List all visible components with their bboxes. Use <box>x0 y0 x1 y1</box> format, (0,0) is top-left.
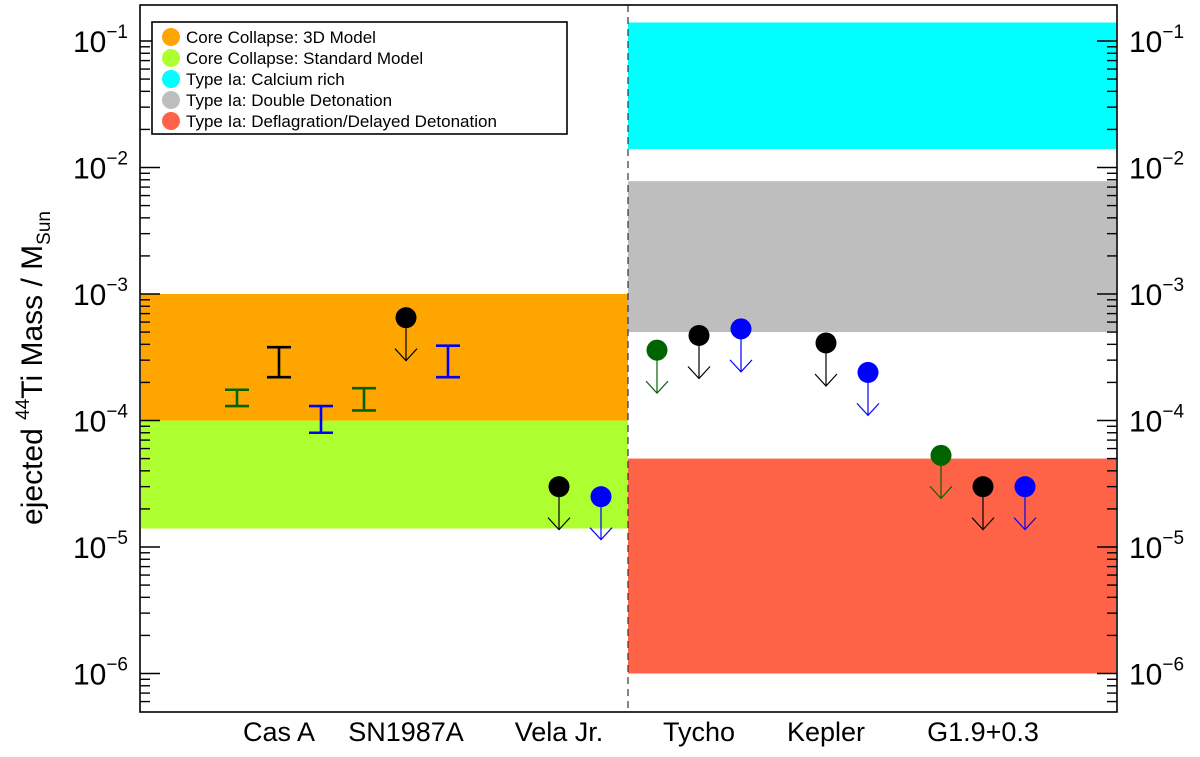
legend-item-type-ia-calcium-rich: Type Ia: Calcium rich <box>162 70 345 89</box>
limit-arrow-head <box>1013 517 1037 531</box>
limit-point <box>930 444 952 466</box>
legend-label: Type Ia: Calcium rich <box>186 70 345 89</box>
legend-swatch <box>162 28 180 46</box>
limit-point <box>815 332 837 354</box>
x-category-label: Tycho <box>663 717 735 747</box>
mark-vela-jr-2-upper-limit <box>547 476 571 531</box>
y-tick-label-right: 10−5 <box>1129 528 1184 565</box>
limit-arrow-head <box>929 485 953 500</box>
x-category-label: SN1987A <box>348 717 464 747</box>
mark-tycho-2-upper-limit <box>687 324 711 380</box>
y-tick-label-right: 10−4 <box>1129 402 1184 439</box>
mark-cas-a-3-error-bar <box>309 404 333 435</box>
y-tick-label-left: 10−5 <box>73 528 128 565</box>
mark-cas-a-2-error-bar <box>267 345 291 379</box>
band-core-collapse-standard-model <box>141 420 628 529</box>
y-tick-label-right: 10−3 <box>1129 275 1184 312</box>
mark-sn1987a-1-error-bar <box>352 386 376 412</box>
band-core-collapse-3d-model <box>141 294 628 421</box>
limit-arrow-head <box>547 517 571 531</box>
limit-point <box>730 318 752 340</box>
mark-kepler-3-upper-limit <box>856 361 880 417</box>
ticks-layer <box>140 40 1117 703</box>
limit-arrow-head <box>856 402 880 417</box>
y-tick-label-left: 10−1 <box>73 22 128 59</box>
y-axis-label: ejected 44Ti Mass / MSun <box>13 211 55 525</box>
legend-label: Type Ia: Double Detonation <box>186 91 392 110</box>
mark-kepler-2-upper-limit <box>814 332 838 387</box>
band-type-ia-calcium-rich <box>628 22 1116 150</box>
y-tick-label-right: 10−2 <box>1129 149 1184 186</box>
limit-arrow-head <box>589 527 613 541</box>
limit-arrow-head <box>814 373 838 387</box>
limit-point <box>972 476 994 498</box>
limit-point <box>395 307 417 329</box>
x-category-label: Vela Jr. <box>515 717 604 747</box>
y-tick-label-left: 10−4 <box>73 402 128 439</box>
y-tick-label-left: 10−3 <box>73 275 128 312</box>
legend-label: Core Collapse: 3D Model <box>186 28 376 47</box>
legend-label: Core Collapse: Standard Model <box>186 49 423 68</box>
limit-point <box>857 361 879 383</box>
band-type-ia-double-detonation <box>628 181 1116 333</box>
limit-arrow-head <box>729 359 753 373</box>
legend-swatch <box>162 70 180 88</box>
limit-arrow-head <box>394 348 418 362</box>
x-category-label: G1.9+0.3 <box>927 717 1039 747</box>
legend-item-core-collapse-standard-model: Core Collapse: Standard Model <box>162 49 423 68</box>
limit-point <box>1014 476 1036 498</box>
plot-frame <box>139 4 1118 713</box>
legend-box <box>151 21 568 135</box>
frame-layer <box>139 4 1118 713</box>
y-tick-label-left: 10−2 <box>73 149 128 186</box>
y-tick-label-right: 10−1 <box>1129 22 1184 59</box>
limit-arrow-head <box>971 517 995 531</box>
limit-arrow-head <box>687 366 711 380</box>
mark-g1-9-0-3-2-upper-limit <box>971 476 995 531</box>
mark-tycho-1-upper-limit <box>645 339 669 395</box>
mark-vela-jr-3-upper-limit <box>589 486 613 541</box>
limit-point <box>590 486 612 508</box>
labels-layer: 10−6 10−6 10−5 10−5 10−4 10−4 10−3 10−3 10−2 10−2… <box>13 22 1184 747</box>
limit-arrow-head <box>645 380 669 395</box>
limit-point <box>548 476 570 498</box>
legend-swatch <box>162 112 180 130</box>
mark-tycho-3-upper-limit <box>729 318 753 373</box>
legend: Core Collapse: 3D Model Core Collapse: St… <box>151 21 568 135</box>
mark-cas-a-1-error-bar <box>225 388 249 408</box>
y-tick-label-right: 10−6 <box>1129 655 1184 692</box>
legend-item-core-collapse-3d-model: Core Collapse: 3D Model <box>162 28 376 47</box>
bands-layer <box>141 22 1116 674</box>
mark-sn1987a-2-upper-limit <box>394 307 418 362</box>
legend-item-type-ia-double-detonation: Type Ia: Double Detonation <box>162 91 392 110</box>
legend-item-type-ia-deflagration-delayed-detonation: Type Ia: Deflagration/Delayed Detonation <box>162 112 497 131</box>
marks-layer <box>225 307 1037 541</box>
band-type-ia-deflagration-delayed-detonation <box>628 458 1116 674</box>
x-category-label: Cas A <box>243 717 315 747</box>
mark-sn1987a-3-error-bar <box>436 344 460 379</box>
x-category-label: Kepler <box>787 717 865 747</box>
legend-swatch <box>162 91 180 109</box>
limit-point <box>688 324 710 346</box>
y-tick-label-left: 10−6 <box>73 655 128 692</box>
limit-point <box>646 339 668 361</box>
mark-g1-9-0-3-1-upper-limit <box>929 444 953 500</box>
legend-swatch <box>162 49 180 67</box>
mark-g1-9-0-3-3-upper-limit <box>1013 476 1037 531</box>
legend-label: Type Ia: Deflagration/Delayed Detonation <box>186 112 497 131</box>
